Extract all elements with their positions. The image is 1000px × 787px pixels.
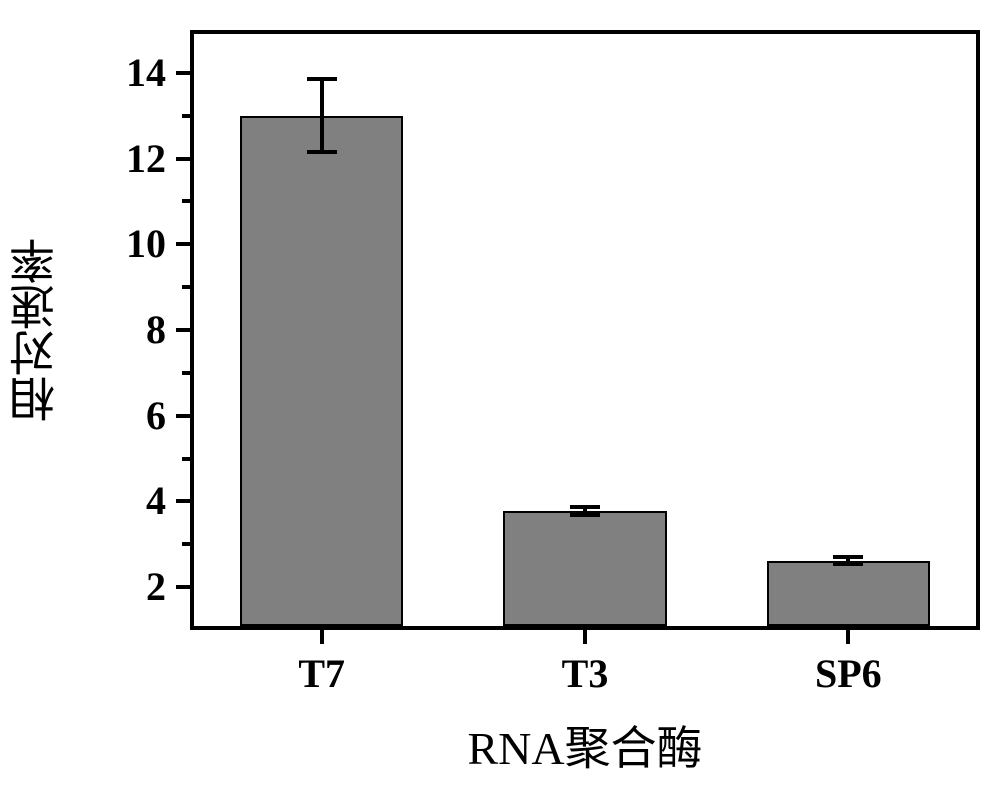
y-tick-minor bbox=[182, 371, 190, 375]
y-axis-title: 相对速率 bbox=[6, 30, 66, 630]
y-tick-label: 12 bbox=[86, 135, 166, 182]
y-tick-minor bbox=[182, 285, 190, 289]
error-cap bbox=[570, 513, 600, 517]
y-tick bbox=[176, 328, 190, 332]
y-tick bbox=[176, 414, 190, 418]
y-tick bbox=[176, 242, 190, 246]
bar bbox=[503, 511, 666, 626]
error-cap bbox=[833, 555, 863, 559]
y-tick-minor bbox=[182, 457, 190, 461]
error-bar bbox=[320, 79, 324, 152]
x-axis-title: RNA聚合酶 bbox=[190, 712, 980, 778]
y-tick-label: 2 bbox=[86, 563, 166, 610]
x-tick-label: T3 bbox=[485, 650, 685, 697]
x-tick-label: SP6 bbox=[748, 650, 948, 697]
error-cap bbox=[307, 77, 337, 81]
x-tick bbox=[846, 630, 850, 644]
y-tick bbox=[176, 499, 190, 503]
chart-figure: T7 T3 SP6 2 4 6 8 10 12 14 相对速率 RNA聚合酶 bbox=[0, 0, 1000, 787]
bar bbox=[767, 561, 930, 626]
y-tick-label: 6 bbox=[86, 392, 166, 439]
y-axis-title-text: 相对速率 bbox=[3, 238, 69, 422]
y-tick-label: 8 bbox=[86, 306, 166, 353]
x-axis-title-text: RNA聚合酶 bbox=[467, 723, 702, 774]
bar bbox=[240, 116, 403, 626]
y-tick-label: 14 bbox=[86, 49, 166, 96]
y-tick bbox=[176, 585, 190, 589]
x-tick bbox=[320, 630, 324, 644]
y-tick-minor bbox=[182, 114, 190, 118]
error-cap bbox=[833, 562, 863, 566]
x-tick bbox=[583, 630, 587, 644]
y-tick-label: 10 bbox=[86, 220, 166, 267]
y-tick-label: 4 bbox=[86, 477, 166, 524]
y-tick bbox=[176, 157, 190, 161]
y-tick-minor bbox=[182, 542, 190, 546]
error-cap bbox=[307, 150, 337, 154]
y-tick bbox=[176, 71, 190, 75]
x-tick-label: T7 bbox=[222, 650, 422, 697]
y-tick-minor bbox=[182, 199, 190, 203]
error-cap bbox=[570, 505, 600, 509]
